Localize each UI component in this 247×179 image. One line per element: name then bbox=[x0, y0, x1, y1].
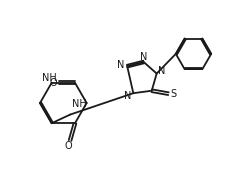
Text: O: O bbox=[64, 141, 72, 151]
Text: NH: NH bbox=[42, 73, 57, 83]
Text: N: N bbox=[140, 52, 147, 62]
Text: NH: NH bbox=[72, 99, 87, 109]
Text: N: N bbox=[117, 60, 125, 70]
Text: N: N bbox=[158, 66, 166, 76]
Text: O: O bbox=[50, 78, 58, 88]
Text: N: N bbox=[124, 91, 132, 101]
Text: S: S bbox=[171, 89, 177, 99]
